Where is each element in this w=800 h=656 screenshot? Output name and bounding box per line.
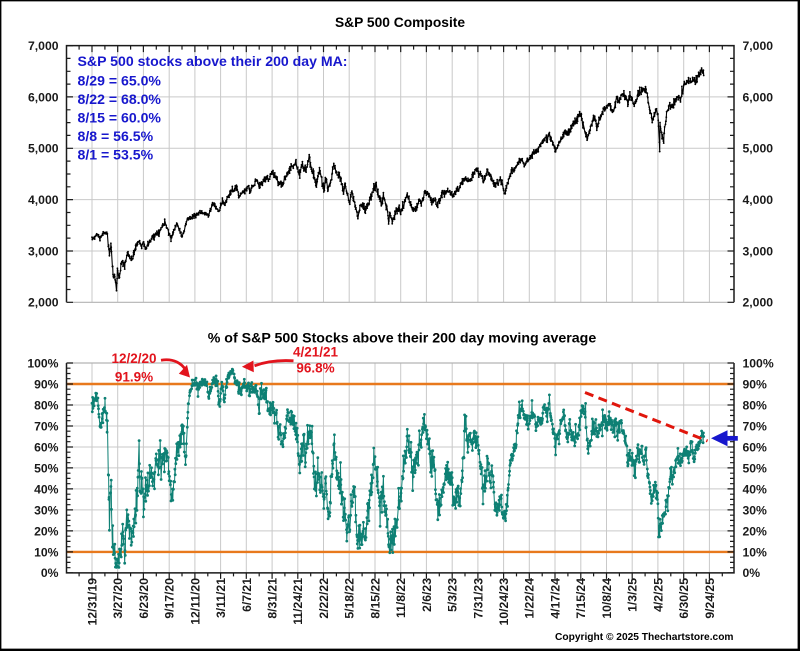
svg-text:11/8/22: 11/8/22: [394, 578, 408, 618]
svg-text:% of S&P 500 Stocks above thei: % of S&P 500 Stocks above their 200 day …: [208, 331, 597, 347]
svg-text:80%: 80%: [34, 398, 59, 412]
svg-text:4/2/25: 4/2/25: [651, 578, 665, 612]
svg-text:8/31/21: 8/31/21: [266, 578, 280, 619]
svg-text:3/27/20: 3/27/20: [111, 578, 125, 619]
svg-text:10%: 10%: [743, 545, 768, 559]
svg-text:60%: 60%: [743, 440, 768, 454]
svg-text:40%: 40%: [34, 482, 59, 496]
svg-text:6,000: 6,000: [743, 90, 774, 104]
svg-text:3,000: 3,000: [28, 244, 59, 258]
svg-text:4/17/24: 4/17/24: [548, 578, 562, 619]
svg-text:4,000: 4,000: [743, 193, 774, 207]
svg-text:90%: 90%: [743, 377, 768, 391]
svg-text:30%: 30%: [34, 503, 59, 517]
svg-text:6/7/21: 6/7/21: [240, 578, 254, 612]
svg-text:S&P 500 Composite: S&P 500 Composite: [335, 15, 465, 30]
svg-text:5,000: 5,000: [743, 142, 774, 156]
svg-text:4,000: 4,000: [28, 193, 59, 207]
svg-text:9/17/20: 9/17/20: [163, 578, 177, 619]
svg-text:20%: 20%: [34, 524, 59, 538]
svg-text:9/24/25: 9/24/25: [703, 578, 717, 619]
svg-text:50%: 50%: [34, 461, 59, 475]
svg-text:2/22/22: 2/22/22: [317, 578, 331, 619]
svg-text:2,000: 2,000: [743, 296, 774, 310]
svg-text:70%: 70%: [34, 419, 59, 433]
svg-text:4/21/21: 4/21/21: [293, 345, 339, 360]
svg-text:91.9%: 91.9%: [115, 370, 153, 385]
svg-text:8/22 = 68.0%: 8/22 = 68.0%: [78, 91, 162, 107]
svg-text:5/18/22: 5/18/22: [343, 578, 357, 619]
svg-text:6,000: 6,000: [28, 90, 59, 104]
svg-text:S&P 500 stocks above their 200: S&P 500 stocks above their 200 day MA:: [78, 53, 348, 69]
svg-text:3/11/21: 3/11/21: [214, 578, 228, 618]
svg-text:0%: 0%: [743, 566, 761, 580]
svg-text:100%: 100%: [27, 356, 58, 370]
svg-text:8/8 = 56.5%: 8/8 = 56.5%: [78, 128, 154, 144]
svg-text:10/8/24: 10/8/24: [600, 578, 614, 619]
svg-text:1/22/24: 1/22/24: [523, 578, 537, 619]
svg-text:12/2/20: 12/2/20: [111, 351, 156, 366]
svg-text:6/30/25: 6/30/25: [677, 578, 691, 619]
svg-text:11/24/21: 11/24/21: [291, 578, 305, 625]
svg-text:7,000: 7,000: [28, 39, 59, 53]
svg-text:10%: 10%: [34, 545, 59, 559]
svg-text:5/3/23: 5/3/23: [446, 578, 460, 612]
svg-text:50%: 50%: [743, 461, 768, 475]
svg-text:80%: 80%: [743, 398, 768, 412]
svg-text:30%: 30%: [743, 503, 768, 517]
svg-text:8/15 = 60.0%: 8/15 = 60.0%: [78, 110, 162, 126]
svg-text:96.8%: 96.8%: [296, 361, 334, 376]
svg-text:7/31/23: 7/31/23: [471, 578, 485, 619]
svg-text:70%: 70%: [743, 419, 768, 433]
svg-text:8/15/22: 8/15/22: [368, 578, 382, 619]
svg-text:60%: 60%: [34, 440, 59, 454]
svg-text:40%: 40%: [743, 482, 768, 496]
svg-text:6/23/20: 6/23/20: [137, 578, 151, 619]
svg-text:0%: 0%: [41, 566, 59, 580]
svg-text:8/1 = 53.5%: 8/1 = 53.5%: [78, 147, 154, 163]
svg-text:5,000: 5,000: [28, 142, 59, 156]
svg-text:8/29 = 65.0%: 8/29 = 65.0%: [78, 73, 162, 89]
svg-text:20%: 20%: [743, 524, 768, 538]
svg-text:7/15/24: 7/15/24: [574, 578, 588, 619]
svg-text:100%: 100%: [743, 356, 774, 370]
svg-text:12/31/19: 12/31/19: [85, 578, 99, 626]
svg-text:7,000: 7,000: [743, 39, 774, 53]
svg-text:12/11/20: 12/11/20: [188, 578, 202, 625]
svg-text:1/3/25: 1/3/25: [626, 578, 640, 612]
svg-text:2/6/23: 2/6/23: [420, 578, 434, 612]
svg-text:3,000: 3,000: [743, 244, 774, 258]
svg-text:2,000: 2,000: [28, 296, 59, 310]
svg-text:10/24/23: 10/24/23: [497, 578, 511, 626]
svg-text:90%: 90%: [34, 377, 59, 391]
svg-text:Copyright © 2025 Thechartstore: Copyright © 2025 Thechartstore.com: [555, 632, 733, 643]
